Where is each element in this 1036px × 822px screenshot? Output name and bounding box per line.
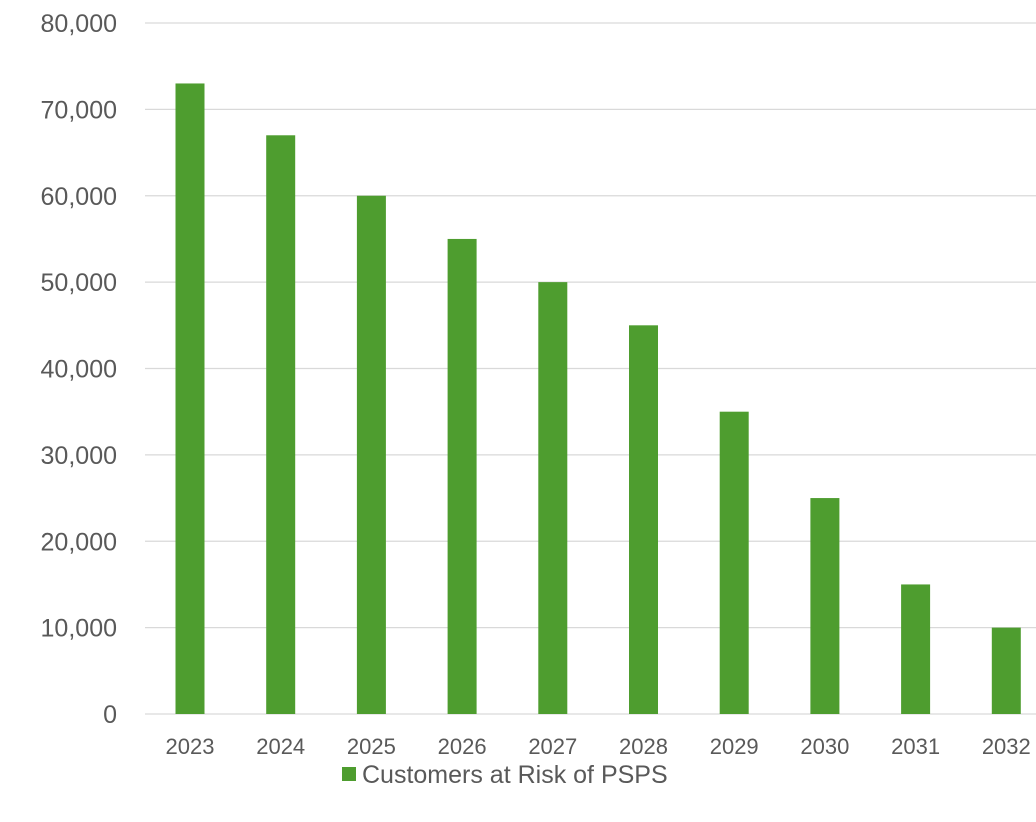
bar-2032 [991, 627, 1021, 714]
bar-2025 [356, 195, 386, 714]
x-tick-label: 2032 [982, 734, 1031, 759]
bar-2027 [538, 282, 568, 714]
x-tick-label: 2027 [528, 734, 577, 759]
x-tick-label: 2025 [347, 734, 396, 759]
x-tick-label: 2024 [256, 734, 305, 759]
bar-2031 [901, 584, 931, 714]
x-tick-label: 2026 [438, 734, 487, 759]
y-tick-label: 70,000 [41, 96, 117, 124]
y-tick-label: 0 [103, 701, 117, 729]
y-tick-label: 10,000 [41, 615, 117, 643]
x-tick-label: 2023 [166, 734, 215, 759]
y-tick-label: 50,000 [41, 269, 117, 297]
y-tick-label: 80,000 [41, 10, 117, 38]
legend: Customers at Risk of PSPS [342, 761, 668, 789]
x-tick-label: 2029 [710, 734, 759, 759]
bar-2024 [266, 135, 296, 715]
x-tick-label: 2030 [800, 734, 849, 759]
y-axis: 0 10,000 20,000 30,000 40,000 50,000 60,000 70,… [41, 10, 117, 729]
bar-2030 [810, 498, 840, 714]
bar-2026 [447, 238, 477, 714]
bars [175, 83, 1021, 715]
y-tick-label: 30,000 [41, 442, 117, 470]
bar-2023 [175, 83, 205, 714]
legend-label: Customers at Risk of PSPS [362, 761, 668, 789]
x-tick-label: 2031 [891, 734, 940, 759]
y-tick-label: 40,000 [41, 356, 117, 384]
legend-swatch [342, 767, 356, 781]
x-axis: 2023 2024 2025 2026 2027 2028 2029 2030 2031 2032 [166, 734, 1031, 759]
y-tick-label: 20,000 [41, 528, 117, 556]
bar-2029 [719, 411, 749, 714]
x-tick-label: 2028 [619, 734, 668, 759]
bar-2028 [629, 325, 658, 714]
y-tick-label: 60,000 [41, 183, 117, 211]
